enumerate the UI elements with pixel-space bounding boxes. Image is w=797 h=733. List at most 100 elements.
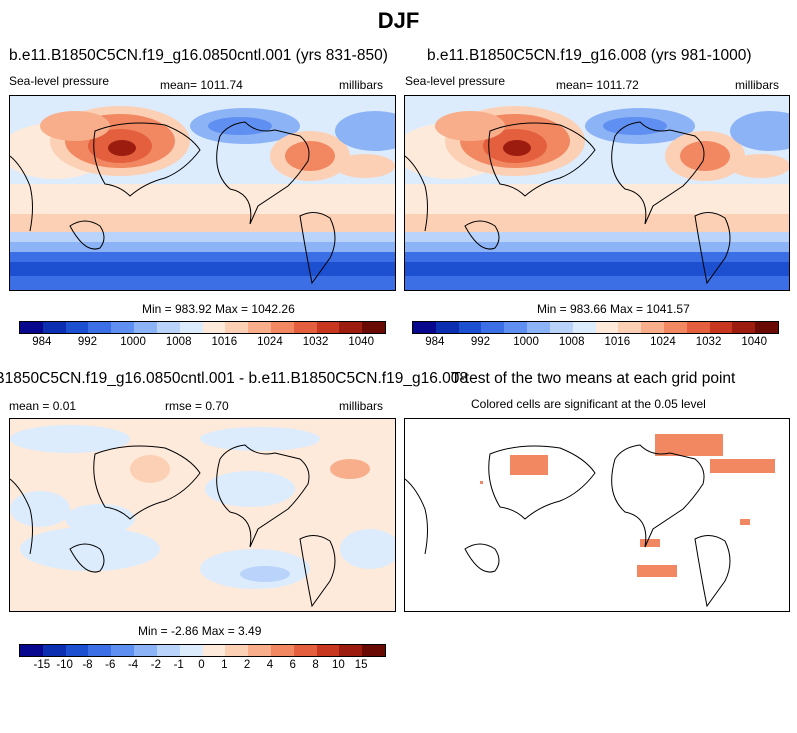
panel2-slp-map bbox=[404, 95, 790, 291]
slp-colorbar-swatch bbox=[435, 322, 459, 333]
slp-colorbar-swatch bbox=[595, 322, 619, 333]
slp-colorbar-tick-label: 992 bbox=[470, 336, 491, 348]
panel3-colorbar-labels: -15 -10 -8 -6 -4 -2 -1 0 1 2 4 6 8 10 15 bbox=[19, 659, 384, 673]
slp-colorbar-swatch bbox=[549, 322, 573, 333]
slp-colorbar-tick-label: 984 bbox=[425, 336, 445, 348]
panel1-minmax: Min = 983.92 Max = 1042.26 bbox=[142, 302, 295, 316]
panel1-mean-label: mean= 1011.74 bbox=[160, 78, 243, 92]
slp-colorbar-swatch bbox=[270, 322, 294, 333]
slp-colorbar-swatch bbox=[481, 322, 505, 333]
diff-colorbar-tick-label: -15 bbox=[33, 659, 51, 671]
slp-colorbar-swatch bbox=[362, 322, 385, 333]
panel1-colorbar bbox=[19, 321, 386, 334]
slp-colorbar-tick-label: 984 bbox=[32, 336, 52, 348]
panel1-colorbar-labels: 984 992 1000 1008 1016 1024 1032 1040 bbox=[19, 336, 384, 350]
panel3-title: b.e11.B1850C5CN.f19_g16.0850cntl.001 - b… bbox=[0, 370, 468, 387]
slp-colorbar-swatch bbox=[527, 322, 550, 333]
slp-colorbar-swatch bbox=[134, 322, 157, 333]
diff-colorbar-swatch bbox=[179, 645, 203, 656]
slp-colorbar-swatch bbox=[618, 322, 642, 333]
diff-colorbar-tick-label: 8 bbox=[312, 659, 319, 671]
diff-colorbar-swatch bbox=[111, 645, 135, 656]
slp-colorbar-tick-label: 1000 bbox=[513, 336, 539, 348]
slp-colorbar-tick-label: 992 bbox=[77, 336, 98, 348]
slp-colorbar-swatch bbox=[156, 322, 180, 333]
slp-colorbar-tick-label: 1008 bbox=[165, 336, 192, 348]
panel1-units-label: millibars bbox=[339, 78, 384, 92]
diff-colorbar-swatch bbox=[202, 645, 226, 656]
slp-colorbar-swatch bbox=[20, 322, 43, 333]
panel2-mean-label: mean= 1011.72 bbox=[556, 78, 639, 92]
slp-colorbar-swatch bbox=[572, 322, 596, 333]
slp-colorbar-swatch bbox=[339, 322, 363, 333]
diff-colorbar-swatch bbox=[225, 645, 249, 656]
diff-colorbar-swatch bbox=[88, 645, 112, 656]
panel3-title-clip: b.e11.B1850C5CN.f19_g16.0850cntl.001 - b… bbox=[0, 370, 468, 390]
figure-title: DJF bbox=[377, 8, 420, 33]
slp-colorbar-tick-label: 1024 bbox=[257, 336, 283, 348]
slp-colorbar-swatch bbox=[179, 322, 203, 333]
slp-colorbar-tick-label: 1040 bbox=[741, 336, 767, 348]
slp-colorbar-tick-label: 1032 bbox=[302, 336, 329, 348]
diff-colorbar-swatch bbox=[339, 645, 363, 656]
panel3-minmax: Min = -2.86 Max = 3.49 bbox=[138, 624, 262, 638]
panel4-subtitle: Colored cells are significant at the 0.0… bbox=[471, 397, 706, 411]
diff-colorbar-tick-label: 6 bbox=[289, 659, 296, 671]
diff-colorbar-tick-label: -6 bbox=[105, 659, 116, 671]
panel3-units-label: millibars bbox=[339, 399, 384, 413]
diff-colorbar-swatch bbox=[65, 645, 89, 656]
slp-colorbar-swatch bbox=[202, 322, 226, 333]
slp-colorbar-swatch bbox=[42, 322, 66, 333]
panel3-mean-label: mean = 0.01 bbox=[9, 399, 77, 413]
slp-colorbar-swatch bbox=[111, 322, 135, 333]
panel2-colorbar bbox=[412, 321, 779, 334]
slp-colorbar-swatch bbox=[663, 322, 687, 333]
panel1-variable-label: Sea-level pressure bbox=[9, 74, 110, 88]
slp-colorbar-tick-label: 1016 bbox=[604, 336, 631, 348]
slp-colorbar-swatch bbox=[293, 322, 317, 333]
diff-colorbar-swatch bbox=[134, 645, 157, 656]
slp-colorbar-swatch bbox=[709, 322, 733, 333]
diff-colorbar-swatch bbox=[248, 645, 271, 656]
slp-colorbar-swatch bbox=[88, 322, 112, 333]
panel1-slp-map bbox=[9, 95, 396, 291]
diff-colorbar-swatch bbox=[20, 645, 43, 656]
panel2-colorbar-labels: 984 992 1000 1008 1016 1024 1032 1040 bbox=[412, 336, 777, 350]
diff-colorbar-swatch bbox=[156, 645, 180, 656]
slp-colorbar-tick-label: 1032 bbox=[695, 336, 722, 348]
diff-colorbar-tick-label: 15 bbox=[354, 659, 368, 671]
diff-colorbar-swatch bbox=[316, 645, 340, 656]
slp-colorbar-swatch bbox=[316, 322, 340, 333]
diff-colorbar-tick-label: 1 bbox=[221, 659, 228, 671]
diff-colorbar-tick-label: 2 bbox=[243, 659, 251, 671]
diff-colorbar-swatch bbox=[42, 645, 66, 656]
slp-colorbar-swatch bbox=[686, 322, 710, 333]
panel2-title: b.e11.B1850C5CN.f19_g16.008 (yrs 981-100… bbox=[427, 47, 752, 64]
slp-colorbar-tick-label: 1000 bbox=[120, 336, 146, 348]
slp-colorbar-swatch bbox=[732, 322, 756, 333]
diff-colorbar-swatch bbox=[293, 645, 317, 656]
panel4-ttest-map bbox=[404, 418, 790, 612]
diff-colorbar-tick-label: 0 bbox=[198, 659, 205, 671]
panel4-title: T-test of the two means at each grid poi… bbox=[451, 370, 736, 387]
slp-colorbar-swatch bbox=[248, 322, 271, 333]
slp-colorbar-swatch bbox=[225, 322, 249, 333]
diff-colorbar-tick-label: 4 bbox=[266, 659, 274, 671]
diff-colorbar-tick-label: -2 bbox=[150, 659, 161, 671]
slp-colorbar-swatch bbox=[755, 322, 778, 333]
slp-colorbar-tick-label: 1008 bbox=[558, 336, 585, 348]
slp-colorbar-swatch bbox=[641, 322, 664, 333]
slp-colorbar-tick-label: 1016 bbox=[211, 336, 238, 348]
diff-colorbar-swatch bbox=[362, 645, 385, 656]
slp-colorbar-swatch bbox=[458, 322, 482, 333]
diff-colorbar-tick-label: -10 bbox=[56, 659, 73, 671]
panel2-units-label: millibars bbox=[735, 78, 780, 92]
diff-colorbar-tick-label: -8 bbox=[82, 659, 93, 671]
slp-colorbar-swatch bbox=[65, 322, 89, 333]
slp-colorbar-tick-label: 1040 bbox=[348, 336, 374, 348]
panel2-variable-label: Sea-level pressure bbox=[405, 74, 506, 88]
diff-colorbar-tick-label: -4 bbox=[127, 659, 139, 671]
slp-colorbar-swatch bbox=[413, 322, 436, 333]
diff-colorbar-tick-label: -1 bbox=[173, 659, 184, 671]
panel1-title: b.e11.B1850C5CN.f19_g16.0850cntl.001 (yr… bbox=[9, 47, 388, 64]
